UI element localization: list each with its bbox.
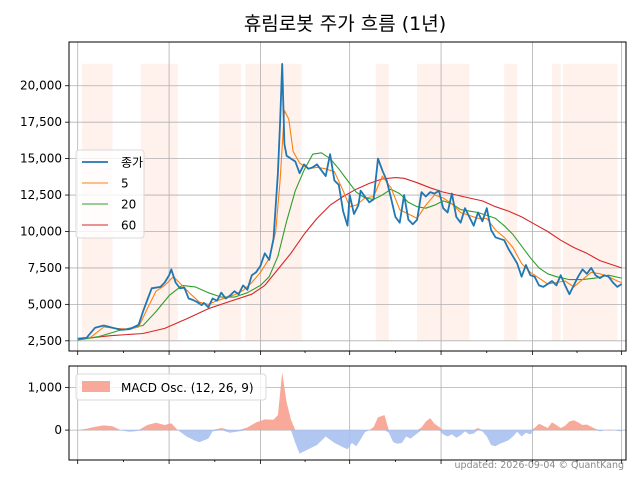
macd-oscillator-area: [77, 372, 622, 454]
series-line-ma60: [77, 177, 622, 340]
price-series-lines: [77, 63, 623, 341]
chart-title: 휴림로봇 주가 흐름 (1년): [244, 13, 446, 35]
macd-ytick-label-1: 1,000: [28, 380, 62, 394]
series-line-ma20: [77, 152, 622, 341]
price-legend: 종가 5 20 60: [75, 149, 145, 239]
footer-credit: updated: 2026-09-04 © QuantKang: [455, 460, 624, 471]
macd-legend-label: MACD Osc. (12, 26, 9): [121, 381, 254, 395]
price-legend-box: [75, 149, 145, 239]
macd-panel: 0 1,000 MACD Osc. (12, 26, 9): [28, 365, 627, 464]
macd-plot-frame: [68, 365, 627, 461]
macd-ytick-label-0: 0: [54, 423, 62, 437]
shaded-period-6: [504, 63, 518, 341]
shaded-period-3: [245, 63, 302, 341]
macd-legend: MACD Osc. (12, 26, 9): [75, 373, 267, 401]
shaded-period-1: [140, 63, 178, 341]
price-panel: 2,500 5,000 7,500 10,000 12,500 15,000 17,500 2…: [20, 41, 627, 355]
price-ytick-label-6: 17,500: [20, 115, 62, 129]
shaded-period-5: [417, 63, 470, 341]
price-axis-ticks: 2,500 5,000 7,500 10,000 12,500 15,000 17,500 2…: [20, 79, 623, 355]
legend-label-3: 60: [121, 219, 136, 233]
legend-label-0: 종가: [121, 156, 143, 170]
shaded-period-4: [375, 63, 389, 341]
shaded-period-2: [219, 63, 241, 341]
macd-legend-box: [75, 373, 267, 401]
price-ytick-label-7: 20,000: [20, 79, 62, 93]
legend-label-1: 5: [121, 177, 129, 191]
macd-positive-area: [77, 372, 622, 431]
shaded-period-8: [562, 63, 618, 341]
price-plot-frame: [68, 41, 627, 352]
macd-axis-ticks: 0 1,000: [28, 380, 623, 464]
price-ytick-label-2: 7,500: [28, 261, 62, 275]
shaded-periods: [82, 63, 618, 341]
shaded-period-7: [552, 63, 561, 341]
price-ytick-label-3: 10,000: [20, 224, 62, 238]
price-ytick-label-5: 15,000: [20, 152, 62, 166]
macd-negative-area: [77, 430, 622, 454]
price-ytick-label-1: 5,000: [28, 297, 62, 311]
legend-label-2: 20: [121, 198, 136, 212]
macd-legend-swatch: [82, 381, 110, 392]
series-line-close: [77, 63, 623, 340]
price-ytick-label-4: 12,500: [20, 188, 62, 202]
price-ytick-label-0: 2,500: [28, 334, 62, 348]
